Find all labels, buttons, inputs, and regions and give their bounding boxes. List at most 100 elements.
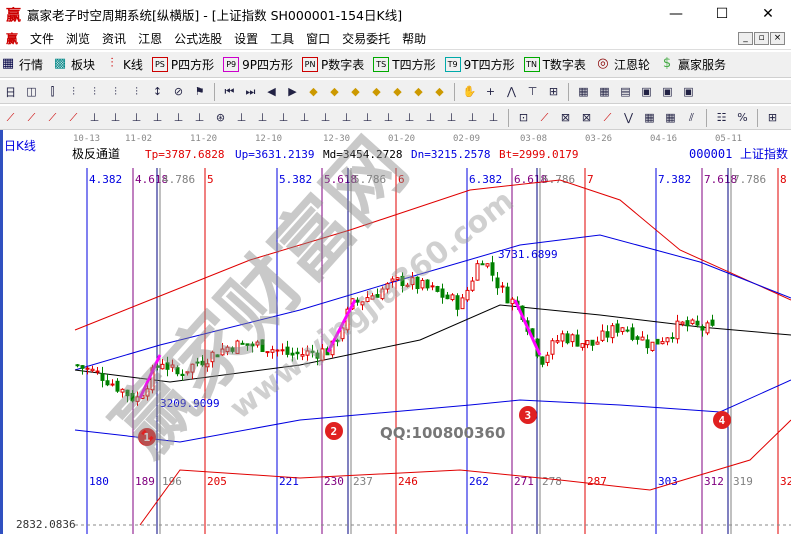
tool-icon[interactable]: ⋀ xyxy=(506,85,517,98)
tool-icon[interactable]: ⟋ xyxy=(48,110,57,124)
tool-icon[interactable]: ⊥ xyxy=(194,111,205,124)
toolbar-t9-button[interactable]: T9 9T四方形 xyxy=(444,56,515,73)
menu-settings[interactable]: 设置 xyxy=(234,32,259,46)
menu-window[interactable]: 窗口 xyxy=(306,32,331,46)
close-button[interactable]: ✕ xyxy=(762,6,774,22)
tool-icon[interactable]: ⊥ xyxy=(425,111,436,124)
tool-icon[interactable]: ◆ xyxy=(351,85,360,98)
chart-area[interactable]: 10-13 11-02 11-20 12-10 12-30 01-20 02-09 03-08… xyxy=(0,123,791,534)
tool-icon[interactable]: ⟋ xyxy=(603,110,612,124)
tool-icon[interactable]: ⊥ xyxy=(257,111,268,124)
menu-tools[interactable]: 工具 xyxy=(270,32,295,46)
tool-icon[interactable]: ⋁ xyxy=(623,111,634,124)
tool-icon[interactable]: ⫶ xyxy=(72,84,75,98)
tool-icon[interactable]: ⫶ xyxy=(93,84,96,98)
tool-icon[interactable]: ⚑ xyxy=(194,85,205,98)
toolbar-tn-button[interactable]: TN T数字表 xyxy=(523,56,586,73)
tool-icon[interactable]: ◆ xyxy=(372,85,381,98)
tool-icon[interactable]: ⊠ xyxy=(560,111,571,124)
menu-gann[interactable]: 江恩 xyxy=(138,32,163,46)
tool-icon[interactable]: ▦ xyxy=(665,111,676,124)
tool-icon[interactable]: ⊠ xyxy=(581,111,592,124)
tool-icon[interactable]: ▣ xyxy=(662,85,673,98)
tool-icon[interactable]: ⊥ xyxy=(488,111,499,124)
tool-icon[interactable]: ⊥ xyxy=(383,111,394,124)
toolbar-label: 江恩轮 xyxy=(613,58,650,72)
tool-icon[interactable]: ◫ xyxy=(26,85,37,98)
menu-logo[interactable]: 赢 xyxy=(6,32,19,46)
tool-icon[interactable]: ⊥ xyxy=(467,111,478,124)
menu-browse[interactable]: 浏览 xyxy=(66,32,91,46)
tool-icon[interactable]: ⫽ xyxy=(689,110,694,124)
tool-icon[interactable]: ▤ xyxy=(620,85,631,98)
tool-icon[interactable]: ◆ xyxy=(309,85,318,98)
mdi-close-button[interactable]: × xyxy=(770,32,785,45)
kline-chart[interactable]: 10-13 11-02 11-20 12-10 12-30 01-20 02-09 03-08… xyxy=(0,123,791,534)
toolbar-pn-button[interactable]: PN P数字表 xyxy=(302,56,364,73)
tool-icon[interactable]: ⊥ xyxy=(446,111,457,124)
tool-icon[interactable]: 日 xyxy=(5,85,16,99)
tool-icon[interactable]: ⊥ xyxy=(278,111,289,124)
tool-icon[interactable]: ⊥ xyxy=(110,111,121,124)
tool-icon[interactable]: ⊞ xyxy=(767,111,778,124)
tool-icon[interactable]: ✋ xyxy=(462,85,477,98)
tool-icon[interactable]: ⊥ xyxy=(299,111,310,124)
mdi-minimize-button[interactable]: _ xyxy=(738,32,753,45)
tool-icon[interactable]: ⊤ xyxy=(527,85,538,98)
toolbar-ps-button[interactable]: PS P四方形 xyxy=(151,56,214,73)
tool-icon[interactable]: ⫶ xyxy=(114,84,117,98)
tool-icon[interactable]: % xyxy=(737,111,748,124)
tool-icon[interactable]: ⊡ xyxy=(518,111,529,124)
tool-icon[interactable]: ◆ xyxy=(414,85,423,98)
tool-icon[interactable]: ⊥ xyxy=(236,111,247,124)
toolbar-candles-button[interactable]: ⫶ K线 xyxy=(104,56,143,73)
candle-down xyxy=(670,336,675,339)
minimize-button[interactable]: — xyxy=(669,6,683,22)
toolbar-grid-button[interactable]: ▦ 行情 xyxy=(0,56,43,73)
toolbar-ts-button[interactable]: TS T四方形 xyxy=(373,56,436,73)
tool-icon[interactable]: ⊞ xyxy=(548,85,559,98)
tool-icon[interactable]: ⊥ xyxy=(152,111,163,124)
menu-trade[interactable]: 交易委托 xyxy=(342,32,391,46)
tool-icon[interactable]: ⊥ xyxy=(173,111,184,124)
toolbar-p9-button[interactable]: P9 9P四方形 xyxy=(223,56,293,73)
tool-icon[interactable]: ◆ xyxy=(435,85,444,98)
tool-icon[interactable]: ▣ xyxy=(683,85,694,98)
tool-icon[interactable]: ▦ xyxy=(578,85,589,98)
tool-icon[interactable]: ▣ xyxy=(641,85,652,98)
tool-icon[interactable]: ⊘ xyxy=(173,85,184,98)
maximize-button[interactable]: ☐ xyxy=(715,6,729,22)
tool-icon[interactable]: ◆ xyxy=(330,85,339,98)
tool-icon[interactable]: ▶ xyxy=(288,85,297,98)
tool-icon[interactable]: ⊥ xyxy=(89,111,100,124)
tool-icon[interactable]: ⊛ xyxy=(215,111,226,124)
tool-icon[interactable]: ⊥ xyxy=(341,111,352,124)
menu-file[interactable]: 文件 xyxy=(30,32,55,46)
tool-icon[interactable]: ⟋ xyxy=(69,110,78,124)
tool-icon[interactable]: ⏭ xyxy=(245,84,256,98)
tool-icon[interactable]: ⊥ xyxy=(362,111,373,124)
tool-icon[interactable]: ◀ xyxy=(267,85,276,98)
tool-icon[interactable]: ◆ xyxy=(393,85,402,98)
tool-icon[interactable]: ⫿ xyxy=(50,84,55,98)
tool-icon[interactable]: ⟋ xyxy=(540,110,549,124)
mdi-restore-button[interactable]: ▫ xyxy=(754,32,769,45)
tool-icon[interactable]: ⊥ xyxy=(131,111,142,124)
tool-icon[interactable]: + xyxy=(485,85,496,98)
tool-icon[interactable]: ⟋ xyxy=(27,110,36,124)
tool-icon[interactable]: ⟋ xyxy=(6,110,15,124)
tool-icon[interactable]: ↕ xyxy=(152,85,163,98)
menu-formula[interactable]: 公式选股 xyxy=(174,32,223,46)
tool-icon[interactable]: ⊥ xyxy=(320,111,331,124)
toolbar-blocks-button[interactable]: ▩ 板块 xyxy=(52,56,95,73)
toolbar-gann-wheel-button[interactable]: ◎ 江恩轮 xyxy=(595,56,650,73)
tool-icon[interactable]: ▦ xyxy=(644,111,655,124)
tool-icon[interactable]: ▦ xyxy=(599,85,610,98)
menu-help[interactable]: 帮助 xyxy=(402,32,427,46)
tool-icon[interactable]: ⫶ xyxy=(135,84,138,98)
tool-icon[interactable]: ⊥ xyxy=(404,111,415,124)
tool-icon[interactable]: ☷ xyxy=(716,111,727,124)
toolbar-dollar-button[interactable]: $ 赢家服务 xyxy=(659,56,726,73)
tool-icon[interactable]: ⏮ xyxy=(224,84,235,98)
menu-news[interactable]: 资讯 xyxy=(102,32,127,46)
